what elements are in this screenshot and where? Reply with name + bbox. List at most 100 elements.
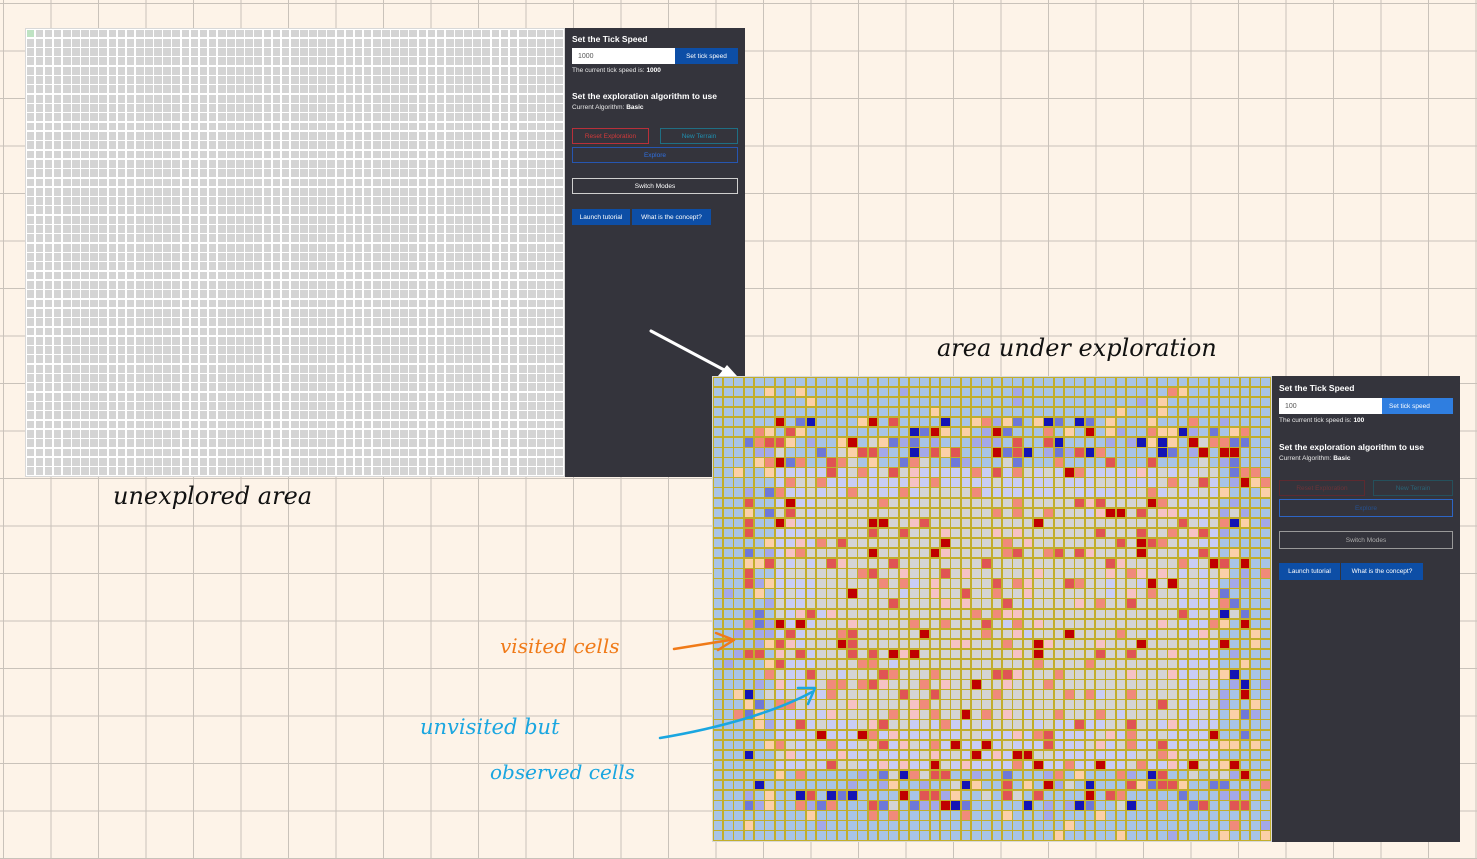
grid-cell[interactable] (199, 374, 208, 382)
grid-cell[interactable] (254, 94, 263, 103)
grid-cell[interactable] (464, 336, 472, 345)
grid-cell[interactable] (1002, 770, 1012, 780)
grid-cell[interactable] (1199, 377, 1208, 386)
grid-cell[interactable] (796, 488, 805, 497)
grid-cell[interactable] (290, 38, 299, 47)
grid-cell[interactable] (464, 187, 472, 196)
grid-cell[interactable] (382, 38, 390, 47)
grid-cell[interactable] (713, 417, 723, 427)
grid-cell[interactable] (899, 407, 909, 417)
grid-cell[interactable] (190, 38, 199, 47)
grid-cell[interactable] (837, 478, 847, 487)
grid-cell[interactable] (99, 197, 108, 205)
grid-cell[interactable] (382, 346, 390, 354)
grid-cell[interactable] (135, 57, 144, 66)
grid-cell[interactable] (889, 720, 898, 729)
grid-cell[interactable] (163, 104, 171, 112)
grid-cell[interactable] (785, 740, 795, 750)
grid-cell[interactable] (482, 280, 491, 289)
grid-cell[interactable] (1261, 498, 1270, 508)
grid-cell[interactable] (940, 538, 950, 548)
grid-cell[interactable] (951, 750, 960, 760)
grid-cell[interactable] (354, 104, 363, 112)
grid-cell[interactable] (827, 619, 836, 629)
grid-cell[interactable] (445, 66, 454, 75)
grid-cell[interactable] (44, 150, 53, 159)
grid-cell[interactable] (117, 178, 126, 187)
grid-cell[interactable] (72, 66, 80, 75)
grid-cell[interactable] (163, 197, 171, 205)
grid-cell[interactable] (1137, 589, 1146, 598)
grid-cell[interactable] (796, 468, 805, 477)
grid-cell[interactable] (1157, 649, 1167, 659)
grid-cell[interactable] (1116, 659, 1126, 669)
grid-cell[interactable] (1064, 478, 1074, 487)
grid-cell[interactable] (482, 94, 491, 103)
grid-cell[interactable] (263, 392, 272, 401)
grid-cell[interactable] (436, 150, 445, 159)
grid-cell[interactable] (1178, 548, 1188, 558)
grid-cell[interactable] (1044, 639, 1053, 649)
grid-cell[interactable] (418, 457, 427, 466)
grid-cell[interactable] (555, 225, 563, 233)
grid-cell[interactable] (992, 407, 1002, 417)
grid-cell[interactable] (1157, 528, 1167, 538)
grid-cell[interactable] (318, 38, 326, 47)
grid-cell[interactable] (409, 206, 418, 215)
grid-cell[interactable] (427, 131, 436, 140)
grid-cell[interactable] (135, 234, 144, 243)
grid-cell[interactable] (1178, 670, 1188, 679)
grid-cell[interactable] (199, 448, 208, 457)
grid-cell[interactable] (518, 448, 527, 457)
grid-cell[interactable] (734, 417, 743, 427)
grid-cell[interactable] (190, 141, 199, 150)
grid-cell[interactable] (546, 57, 554, 66)
grid-cell[interactable] (26, 197, 35, 205)
grid-cell[interactable] (181, 280, 190, 289)
grid-cell[interactable] (1188, 710, 1198, 719)
grid-cell[interactable] (518, 38, 527, 47)
grid-cell[interactable] (245, 383, 253, 392)
grid-cell[interactable] (1054, 569, 1064, 578)
grid-cell[interactable] (245, 402, 253, 410)
grid-cell[interactable] (336, 420, 345, 429)
grid-cell[interactable] (992, 750, 1002, 760)
grid-cell[interactable] (806, 548, 816, 558)
grid-cell[interactable] (126, 178, 135, 187)
grid-cell[interactable] (445, 253, 454, 261)
grid-cell[interactable] (1023, 579, 1033, 588)
grid-cell[interactable] (528, 290, 536, 299)
grid-cell[interactable] (145, 29, 153, 38)
grid-cell[interactable] (181, 57, 190, 66)
grid-cell[interactable] (464, 215, 472, 224)
grid-cell[interactable] (1209, 619, 1219, 629)
grid-cell[interactable] (90, 271, 98, 280)
grid-cell[interactable] (117, 448, 126, 457)
grid-cell[interactable] (1044, 417, 1053, 427)
grid-cell[interactable] (35, 383, 44, 392)
grid-cell[interactable] (363, 57, 372, 66)
grid-cell[interactable] (154, 141, 162, 150)
grid-cell[interactable] (254, 253, 263, 261)
grid-cell[interactable] (254, 374, 263, 382)
grid-cell[interactable] (227, 159, 235, 168)
grid-cell[interactable] (518, 318, 527, 326)
grid-cell[interactable] (99, 131, 108, 140)
grid-cell[interactable] (227, 187, 235, 196)
grid-cell[interactable] (518, 187, 527, 196)
grid-cell[interactable] (363, 327, 372, 336)
grid-cell[interactable] (418, 48, 427, 56)
grid-cell[interactable] (1095, 629, 1105, 639)
grid-cell[interactable] (1147, 760, 1157, 770)
grid-cell[interactable] (491, 299, 500, 308)
grid-cell[interactable] (190, 76, 199, 84)
grid-cell[interactable] (172, 290, 180, 299)
grid-cell[interactable] (436, 383, 445, 392)
grid-cell[interactable] (290, 280, 299, 289)
grid-cell[interactable] (117, 402, 126, 410)
grid-cell[interactable] (464, 38, 472, 47)
grid-cell[interactable] (208, 141, 217, 150)
grid-cell[interactable] (436, 29, 445, 38)
grid-cell[interactable] (427, 253, 436, 261)
grid-cell[interactable] (491, 439, 500, 448)
